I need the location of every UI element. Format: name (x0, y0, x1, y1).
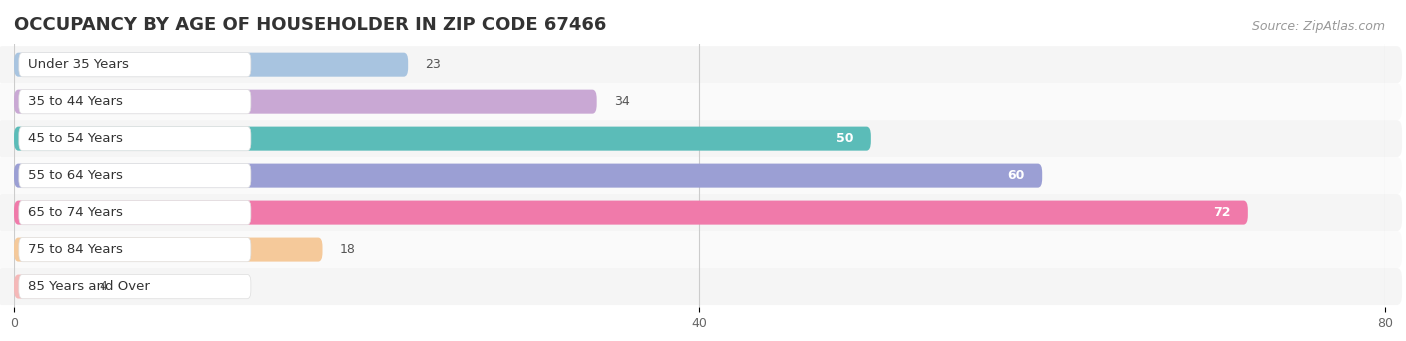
Text: 55 to 64 Years: 55 to 64 Years (28, 169, 122, 182)
Text: 65 to 74 Years: 65 to 74 Years (28, 206, 122, 219)
FancyBboxPatch shape (18, 201, 250, 225)
Text: Under 35 Years: Under 35 Years (28, 58, 128, 71)
FancyBboxPatch shape (0, 120, 1402, 157)
Text: 34: 34 (614, 95, 630, 108)
FancyBboxPatch shape (14, 53, 408, 77)
FancyBboxPatch shape (14, 90, 596, 114)
FancyBboxPatch shape (18, 53, 250, 77)
FancyBboxPatch shape (0, 231, 1402, 268)
FancyBboxPatch shape (0, 46, 1402, 83)
FancyBboxPatch shape (0, 157, 1402, 194)
FancyBboxPatch shape (14, 201, 1249, 225)
FancyBboxPatch shape (14, 238, 322, 262)
FancyBboxPatch shape (18, 163, 250, 188)
Text: 72: 72 (1213, 206, 1230, 219)
FancyBboxPatch shape (0, 83, 1402, 120)
FancyBboxPatch shape (14, 127, 870, 151)
FancyBboxPatch shape (0, 268, 1402, 305)
Text: 75 to 84 Years: 75 to 84 Years (28, 243, 122, 256)
FancyBboxPatch shape (14, 275, 83, 299)
Text: 50: 50 (837, 132, 853, 145)
Text: 18: 18 (340, 243, 356, 256)
FancyBboxPatch shape (18, 237, 250, 262)
Text: 85 Years and Over: 85 Years and Over (28, 280, 149, 293)
Text: 23: 23 (425, 58, 441, 71)
FancyBboxPatch shape (0, 194, 1402, 231)
Text: 45 to 54 Years: 45 to 54 Years (28, 132, 122, 145)
Text: 60: 60 (1008, 169, 1025, 182)
Text: OCCUPANCY BY AGE OF HOUSEHOLDER IN ZIP CODE 67466: OCCUPANCY BY AGE OF HOUSEHOLDER IN ZIP C… (14, 16, 606, 34)
Text: 35 to 44 Years: 35 to 44 Years (28, 95, 122, 108)
Text: 4: 4 (100, 280, 108, 293)
Text: Source: ZipAtlas.com: Source: ZipAtlas.com (1251, 20, 1385, 33)
FancyBboxPatch shape (18, 127, 250, 151)
FancyBboxPatch shape (14, 164, 1042, 188)
FancyBboxPatch shape (18, 89, 250, 114)
FancyBboxPatch shape (18, 275, 250, 299)
